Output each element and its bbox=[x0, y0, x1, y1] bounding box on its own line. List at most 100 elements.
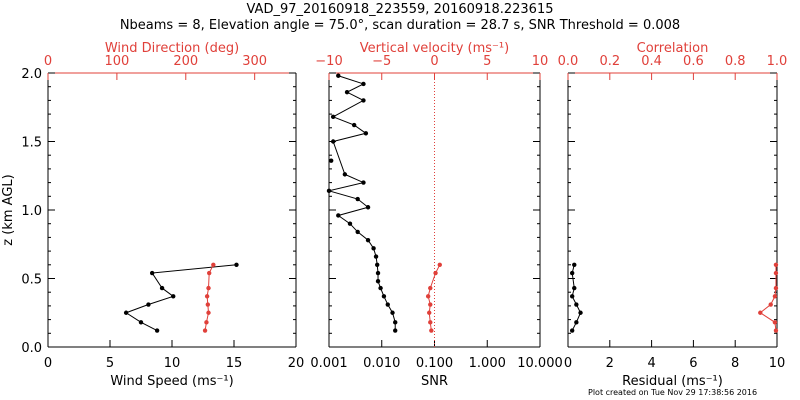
x-tick-label: 10.000 bbox=[517, 356, 563, 371]
x-tick-label: 10 bbox=[164, 356, 181, 371]
plot-created-footer: Plot created on Tue Nov 29 17:38:56 2016 bbox=[588, 388, 758, 397]
series-snr-isolated-point bbox=[328, 158, 334, 163]
series-vertical_velocity-point bbox=[425, 294, 431, 299]
series-wind_direction-point bbox=[211, 262, 216, 267]
series-snr-point bbox=[365, 205, 371, 210]
x-tick-label: 2 bbox=[606, 356, 614, 371]
x-tick-label: 4 bbox=[647, 356, 655, 371]
series-wind_speed-point bbox=[154, 328, 160, 333]
x-tick-label: 5 bbox=[106, 356, 114, 371]
y-tick-label: 2.0 bbox=[21, 67, 42, 82]
x-tick-label: 10 bbox=[769, 356, 786, 371]
top-x-tick-label: 200 bbox=[173, 54, 198, 69]
x-tick-label: 0.010 bbox=[363, 356, 400, 371]
series-snr-point bbox=[361, 81, 366, 87]
chart-title-line-1: VAD_97_20160918_223559, 20160918.223615 bbox=[246, 2, 554, 17]
series-snr-point bbox=[393, 328, 398, 333]
series-residual-point bbox=[572, 262, 577, 267]
series-vertical_velocity-point bbox=[433, 270, 438, 276]
y-tick-label: 1.5 bbox=[21, 136, 42, 151]
series-snr-point bbox=[375, 270, 381, 276]
series-snr-point bbox=[361, 180, 366, 185]
series-residual-point bbox=[569, 328, 575, 333]
series-snr-point bbox=[365, 237, 371, 243]
top-x-tick-label: 300 bbox=[242, 54, 267, 69]
series-snr-point bbox=[373, 254, 379, 259]
series-snr-point bbox=[371, 246, 376, 251]
series-vertical_velocity-point bbox=[429, 328, 434, 333]
series-residual-point bbox=[574, 320, 579, 325]
top-x-tick-label: 100 bbox=[104, 54, 129, 69]
top-x-tick-label: 0.0 bbox=[558, 54, 579, 69]
series-correlation-point bbox=[773, 328, 779, 333]
top-x-axis-label: Vertical velocity (ms⁻¹) bbox=[360, 41, 509, 56]
series-residual-point bbox=[574, 302, 579, 307]
series-wind_direction-point bbox=[204, 294, 210, 299]
x-tick-label: 0 bbox=[564, 356, 572, 371]
top-x-tick-label: 0.2 bbox=[599, 54, 620, 69]
series-wind_speed-point bbox=[171, 294, 176, 299]
x-tick-label: 1.000 bbox=[469, 356, 506, 371]
top-x-tick-label: 0.6 bbox=[683, 54, 704, 69]
series-snr-point bbox=[375, 279, 381, 284]
series-snr-point bbox=[336, 213, 341, 218]
x-tick-label: 20 bbox=[288, 356, 305, 371]
series-snr-point bbox=[330, 139, 336, 144]
top-x-tick-label: 0 bbox=[430, 54, 438, 69]
series-wind_direction-point bbox=[207, 270, 212, 276]
series-wind_direction-point bbox=[205, 302, 211, 307]
series-snr-point bbox=[347, 221, 353, 226]
series-correlation-point bbox=[772, 294, 778, 299]
series-snr-point bbox=[361, 98, 366, 103]
x-tick-label: 0 bbox=[44, 356, 52, 371]
series-wind_speed-point bbox=[138, 320, 144, 325]
series-wind_speed-line bbox=[125, 264, 237, 332]
series-residual-point bbox=[578, 310, 583, 315]
series-vertical_velocity-point bbox=[437, 262, 442, 267]
series-wind_direction-point bbox=[204, 320, 209, 325]
x-tick-label: 15 bbox=[226, 356, 243, 371]
top-x-axis-label: Wind Direction (deg) bbox=[105, 41, 239, 56]
x-axis-label: SNR bbox=[421, 374, 448, 389]
series-snr-point bbox=[355, 196, 360, 202]
series-vertical_velocity-point bbox=[428, 320, 433, 325]
series-snr-point bbox=[390, 310, 395, 315]
series-snr-line bbox=[327, 75, 396, 331]
series-residual-point bbox=[572, 285, 577, 291]
series-snr-point bbox=[326, 188, 332, 194]
series-snr-point bbox=[344, 89, 350, 95]
series-correlation-point bbox=[772, 320, 778, 325]
series-wind_direction-point bbox=[206, 285, 211, 291]
series-vertical_velocity-point bbox=[427, 310, 432, 315]
top-x-tick-label: 10 bbox=[532, 54, 549, 69]
top-x-axis-label: Correlation bbox=[637, 41, 709, 56]
series-snr-point bbox=[378, 285, 383, 291]
top-x-tick-label: 0.4 bbox=[641, 54, 662, 69]
series-vertical_velocity-point bbox=[428, 285, 433, 291]
top-x-tick-label: −10 bbox=[315, 54, 342, 69]
top-x-tick-label: 0 bbox=[44, 54, 52, 69]
x-axis-label: Residual (ms⁻¹) bbox=[622, 374, 723, 389]
series-correlation-point bbox=[773, 285, 779, 291]
series-snr-point bbox=[342, 172, 348, 177]
top-x-tick-label: −5 bbox=[372, 54, 391, 69]
series-wind_speed-point bbox=[146, 302, 151, 307]
series-correlation-point bbox=[773, 270, 779, 276]
series-snr-point bbox=[385, 302, 390, 307]
series-snr-point bbox=[375, 262, 380, 267]
x-axis-label: Wind Speed (ms⁻¹) bbox=[110, 374, 233, 389]
series-correlation-line bbox=[759, 264, 777, 331]
series-snr-point bbox=[336, 73, 341, 78]
y-tick-label: 0.0 bbox=[21, 341, 42, 356]
series-snr-point bbox=[355, 229, 360, 235]
series-residual-point bbox=[569, 294, 575, 299]
series-wind_speed-point bbox=[159, 285, 165, 291]
series-snr-point bbox=[351, 122, 357, 128]
x-tick-label: 8 bbox=[731, 356, 739, 371]
series-wind_direction-point bbox=[202, 328, 208, 333]
series-wind_speed-point bbox=[123, 310, 129, 315]
series-correlation-point bbox=[773, 262, 779, 267]
series-snr-point bbox=[381, 294, 387, 299]
series-wind_speed-point bbox=[149, 270, 155, 276]
series-vertical_velocity-point bbox=[428, 302, 433, 307]
